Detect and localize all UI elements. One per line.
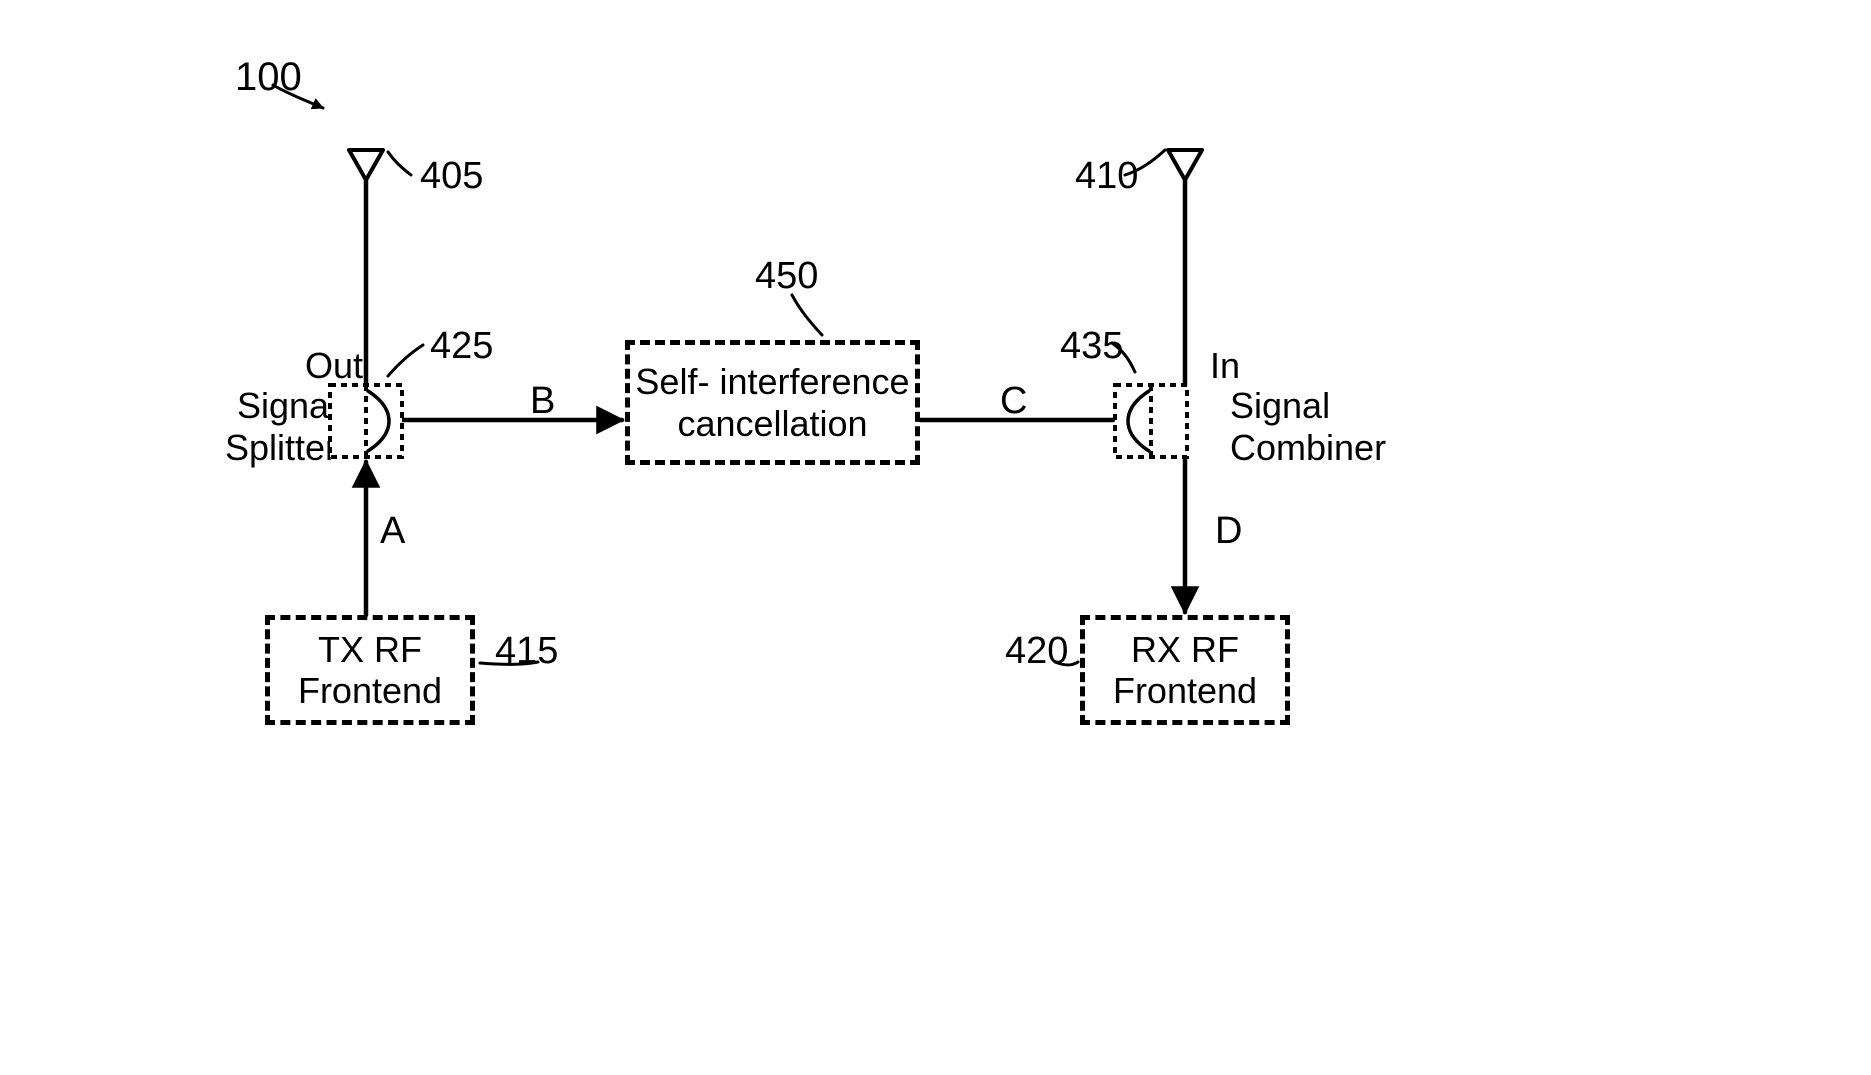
- signal-path-D-label: D: [1215, 510, 1242, 553]
- leader-450: [792, 295, 822, 335]
- tx-antenna-icon: [349, 150, 383, 180]
- leader-425: [388, 345, 423, 376]
- signal-path-A-label: A: [380, 510, 405, 553]
- leader-405: [388, 152, 411, 175]
- signal-combiner-label: Signal Combiner: [1230, 385, 1386, 469]
- self-interference-cancellation-block: Self- interference cancellation: [625, 340, 920, 465]
- rx-antenna-icon: [1168, 150, 1202, 180]
- sic-label: Self- interference cancellation: [630, 361, 915, 444]
- tx-rf-frontend-label: TX RF Frontend: [270, 629, 470, 712]
- diagram-canvas: Self- interference cancellation TX RF Fr…: [0, 0, 1871, 1075]
- out-port-label: Out: [305, 345, 363, 387]
- figure-ref-100: 100: [235, 55, 302, 100]
- signal-combiner-coupler-arc: [1128, 391, 1149, 451]
- ref-415: 415: [495, 630, 558, 673]
- signal-path-C-label: C: [1000, 380, 1027, 423]
- ref-410: 410: [1075, 155, 1138, 198]
- ref-420: 420: [1005, 630, 1068, 673]
- ref-435: 435: [1060, 325, 1123, 368]
- connection-lines: [0, 0, 1871, 1075]
- tx-rf-frontend-block: TX RF Frontend: [265, 615, 475, 725]
- signal-combiner-coupler-outer: [1115, 385, 1187, 457]
- signal-splitter-coupler-outer: [330, 385, 402, 457]
- in-port-label: In: [1210, 345, 1240, 387]
- signal-splitter-label: Signal Splitter: [225, 385, 337, 469]
- signal-path-B-label: B: [530, 380, 555, 423]
- rx-rf-frontend-label: RX RF Frontend: [1085, 629, 1285, 712]
- signal-splitter-coupler-arc: [368, 391, 389, 451]
- ref-450: 450: [755, 255, 818, 298]
- ref-425: 425: [430, 325, 493, 368]
- ref-405: 405: [420, 155, 483, 198]
- rx-rf-frontend-block: RX RF Frontend: [1080, 615, 1290, 725]
